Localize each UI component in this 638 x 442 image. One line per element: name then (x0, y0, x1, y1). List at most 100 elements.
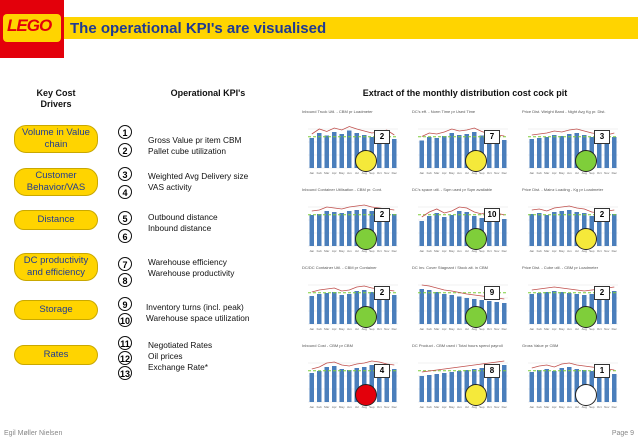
chart-bar (559, 136, 564, 168)
month-tick-label: Oct (597, 327, 602, 331)
month-tick-label: May (449, 327, 455, 331)
month-tick-label: Sep (479, 171, 485, 175)
chart-bar (434, 292, 439, 324)
month-tick-label: Sep (369, 171, 375, 175)
month-tick-label: Jul (465, 405, 469, 409)
kpi-chart-panel: Price Dist. - Cube util. - CBM pr Loadme… (520, 264, 622, 336)
extract-heading: Extract of the monthly distribution cost… (362, 88, 568, 98)
month-tick-label: Aug (472, 327, 478, 331)
chart-bar (464, 134, 469, 168)
kpi-chart-title: DC's eff. - Norm Time pr Used Time (412, 109, 476, 114)
kpi-line: Pallet cube utilization (148, 146, 226, 156)
month-tick-label: Jun (567, 249, 572, 253)
month-tick-label: Mar (324, 249, 329, 253)
month-tick-label: Feb (427, 327, 433, 331)
chart-bar (332, 292, 337, 324)
month-tick-label: Jan (309, 249, 314, 253)
month-tick-label: Apr (442, 249, 447, 253)
kpi-chart-panel: Inbound Truck Util. - CBM pr Loadmeter Ja… (300, 108, 402, 180)
month-tick-label: Oct (377, 171, 382, 175)
kpi-line: Gross Value pr item CBM (148, 135, 242, 145)
chart-bar (604, 373, 609, 402)
traffic-light-indicator (355, 150, 377, 172)
month-tick-label: Dec (612, 171, 618, 175)
month-tick-label: Aug (362, 405, 368, 409)
kpi-chart-title: Price Dist. - Mainz Loading - Kg pr Load… (522, 187, 604, 192)
chart-bar (559, 368, 564, 402)
chart-bar (317, 214, 322, 246)
chart-bar (377, 212, 382, 246)
header: The operational KPI's are visualised LEG… (0, 0, 638, 62)
month-tick-label: Oct (597, 249, 602, 253)
month-tick-label: Feb (537, 405, 543, 409)
month-tick-label: Dec (502, 171, 508, 175)
month-tick-label: Sep (369, 405, 375, 409)
kpi-reference-badge: 10 (484, 208, 500, 222)
month-tick-label: Feb (537, 249, 543, 253)
month-tick-label: Apr (442, 405, 447, 409)
month-tick-label: Jul (355, 327, 359, 331)
chart-bar (537, 138, 542, 168)
month-tick-label: May (339, 249, 345, 253)
month-tick-label: May (449, 249, 455, 253)
month-tick-label: Oct (597, 405, 602, 409)
kpi-chart: Jan Feb Mar Apr May Jun Jul Aug Sep Oct Nov Dec (308, 284, 398, 331)
kpi-reference-badge: 7 (484, 130, 500, 144)
chart-bar (502, 219, 507, 246)
month-tick-label: Sep (589, 327, 595, 331)
month-tick-label: Mar (544, 249, 549, 253)
month-tick-label: May (339, 327, 345, 331)
kpi-line: Warehouse efficiency (148, 257, 227, 267)
kpi-chart: Jan Feb Mar Apr May Jun Jul Aug Sep Oct Nov Dec (528, 205, 618, 253)
chart-bar (567, 367, 572, 402)
month-tick-label: Jul (465, 249, 469, 253)
month-tick-label: Jun (457, 327, 462, 331)
chart-bar (449, 133, 454, 168)
kpi-reference-badge: 3 (594, 130, 610, 144)
driver-rates: Rates (14, 345, 98, 365)
chart-bar (494, 139, 499, 168)
month-tick-label: Feb (537, 171, 543, 175)
chart-bar (574, 133, 579, 168)
kpi-chart-panel: Price Dist. Weight Band - Night Avg Kg p… (520, 108, 622, 180)
chart-bar (559, 211, 564, 246)
month-tick-label: May (559, 405, 565, 409)
chart-bar (612, 374, 617, 402)
month-tick-label: May (559, 327, 565, 331)
month-tick-label: Nov (384, 327, 390, 331)
month-tick-label: Jan (419, 171, 424, 175)
month-tick-label: Jun (347, 405, 352, 409)
chart-bar (347, 211, 352, 246)
month-tick-label: Jul (575, 249, 579, 253)
month-tick-label: Jul (575, 327, 579, 331)
month-tick-label: Dec (392, 405, 398, 409)
month-tick-label: Nov (604, 405, 610, 409)
kpi-line: Negotiated Rates (148, 340, 213, 350)
kpi-chart-panel: DC's space util. - Sqm used pr Sqm avail… (410, 186, 512, 258)
kpi-chart-title: Price Dist. Weight Band - Night Avg Kg p… (522, 109, 606, 114)
kpi-reference-badge: 2 (594, 208, 610, 222)
traffic-light-indicator (465, 150, 487, 172)
chart-bar (449, 372, 454, 402)
chart-bar (494, 217, 499, 246)
month-tick-label: Dec (612, 249, 618, 253)
month-tick-label: Apr (332, 327, 337, 331)
month-tick-label: May (559, 171, 565, 175)
chart-bar (544, 369, 549, 402)
kpi-chart-title: DC Product - CBM used / Total hours spen… (412, 343, 503, 348)
kpi-number-13: 13 (118, 366, 132, 380)
kpi-line: Warehouse productivity (148, 268, 235, 278)
month-tick-label: Jul (575, 405, 579, 409)
chart-bar (529, 294, 534, 324)
chart-bar (612, 291, 617, 324)
driver-distance: Distance (14, 210, 98, 230)
chart-bar (419, 140, 424, 168)
month-tick-label: Mar (544, 405, 549, 409)
month-tick-label: Aug (362, 327, 368, 331)
trend-line (311, 360, 395, 370)
month-tick-label: May (449, 405, 455, 409)
month-tick-label: Aug (362, 249, 368, 253)
chart-bar (419, 289, 424, 324)
kpi-chart: Jan Feb Mar Apr May Jun Jul Aug Sep Oct Nov Dec (418, 127, 508, 175)
month-tick-label: Sep (479, 249, 485, 253)
